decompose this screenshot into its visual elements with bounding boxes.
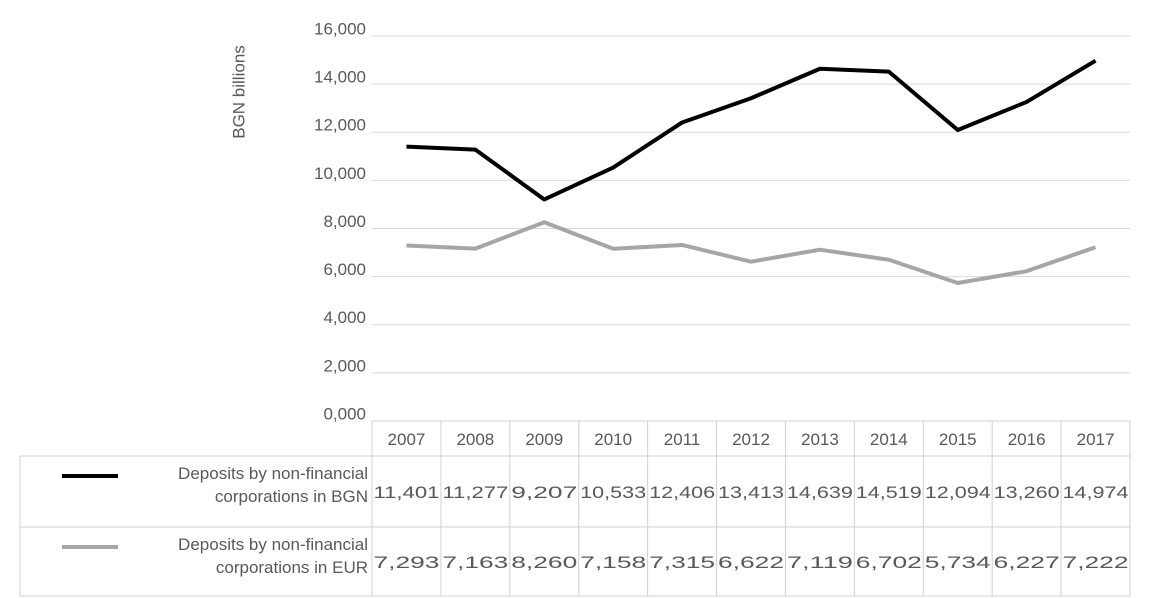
- data-label: 9,207: [511, 483, 577, 502]
- data-line: [406, 58, 1097, 202]
- x-tick-label: 2007: [388, 430, 426, 449]
- legend-label: Deposits by non-financial corporations i…: [178, 464, 368, 506]
- data-label: 11,401: [373, 483, 439, 502]
- data-label: 8,260: [511, 553, 577, 572]
- data-label: 5,734: [925, 553, 991, 572]
- y-axis-label: BGN billions: [229, 45, 248, 139]
- x-tick-label: 2014: [870, 430, 908, 449]
- x-tick-label: 2009: [525, 430, 563, 449]
- x-tick-label: 2016: [1008, 430, 1046, 449]
- y-tick-label: 6,000: [323, 260, 366, 279]
- data-label: 13,413: [718, 483, 784, 502]
- data-label: 7,222: [1063, 553, 1129, 572]
- y-tick-label: 8,000: [323, 212, 366, 231]
- data-label: 14,519: [856, 483, 922, 502]
- y-tick-label: 16,000: [314, 19, 366, 38]
- data-label: 6,702: [856, 553, 922, 572]
- data-label: 7,119: [787, 553, 853, 572]
- data-label: 7,315: [649, 553, 715, 572]
- data-label: 7,293: [373, 553, 439, 572]
- y-tick-label: 2,000: [323, 356, 366, 375]
- data-label: 12,094: [925, 483, 991, 502]
- data-label: 7,163: [442, 553, 508, 572]
- data-label: 14,639: [787, 483, 853, 502]
- data-line: [406, 220, 1097, 286]
- data-label: 12,406: [649, 483, 715, 502]
- data-label: 14,974: [1063, 483, 1129, 502]
- data-label: 6,622: [718, 553, 784, 572]
- data-label: 6,227: [994, 553, 1060, 572]
- x-tick-label: 2013: [801, 430, 839, 449]
- y-tick-label: 0,000: [323, 404, 366, 423]
- legend-label-box: Deposits by non-financial corporations i…: [178, 464, 368, 506]
- legend-label-box: Deposits by non-financial corporations i…: [178, 535, 368, 577]
- y-tick-label: 14,000: [314, 68, 366, 87]
- y-tick-label: 10,000: [314, 164, 366, 183]
- data-label: 10,533: [580, 483, 646, 502]
- x-tick-label: 2010: [594, 430, 632, 449]
- x-tick-label: 2012: [732, 430, 770, 449]
- legend-label: Deposits by non-financial corporations i…: [178, 535, 368, 577]
- x-tick-label: 2015: [939, 430, 977, 449]
- x-tick-label: 2008: [456, 430, 494, 449]
- data-label: 11,277: [442, 483, 508, 502]
- x-tick-label: 2017: [1077, 430, 1115, 449]
- x-tick-label: 2011: [664, 430, 701, 449]
- data-label: 7,158: [580, 553, 646, 572]
- y-tick-label: 12,000: [314, 116, 366, 135]
- data-label: 13,260: [994, 483, 1060, 502]
- y-tick-label: 4,000: [323, 308, 366, 327]
